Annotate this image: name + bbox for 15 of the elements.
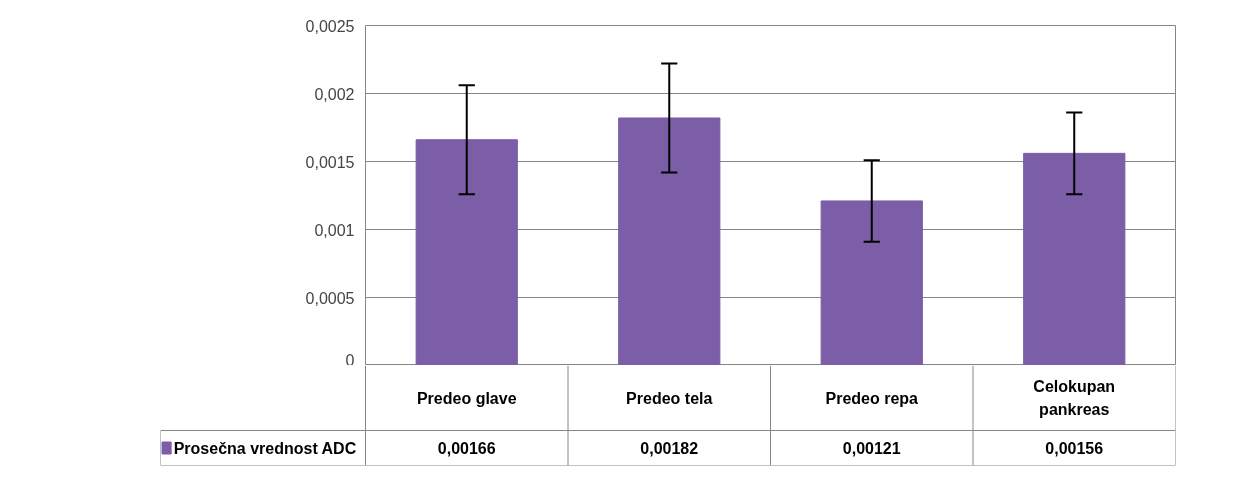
y-tick-label: 0,002 <box>314 85 355 103</box>
x-tick-label: Predeo glave <box>416 389 517 407</box>
y-tick-label: 0,001 <box>314 221 355 239</box>
data-label: 0,00121 <box>842 440 901 457</box>
y-tick-label: 0,0025 <box>305 17 355 35</box>
x-tick-label: Celokupan pankreas <box>1033 378 1116 418</box>
legend-label: Prosečna vrednost ADC <box>173 439 357 457</box>
x-tick-label: Predeo tela <box>626 389 713 407</box>
x-tick-label: Predeo repa <box>825 389 919 407</box>
y-tick-label: 0,0015 <box>305 153 355 171</box>
data-label: 0,00182 <box>640 440 699 457</box>
y-tick-label: 0 <box>345 351 355 369</box>
data-label: 0,00166 <box>437 440 496 457</box>
y-tick-label: 0,0005 <box>305 289 355 307</box>
data-label: 0,00156 <box>1045 440 1104 457</box>
